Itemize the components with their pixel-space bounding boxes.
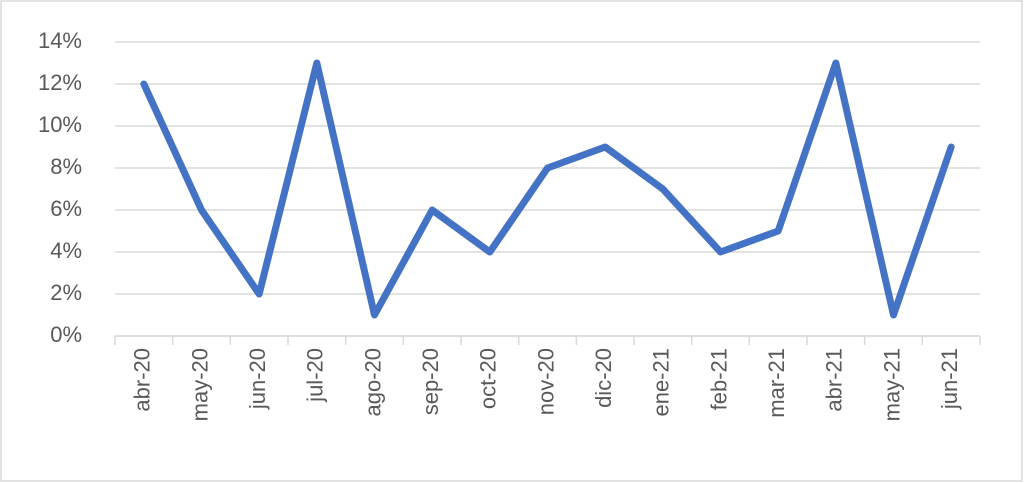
y-tick-label: 8% xyxy=(50,154,82,179)
x-tick-label: jul-20 xyxy=(303,348,328,403)
x-tick-label: ene-21 xyxy=(649,348,674,417)
y-tick-label: 0% xyxy=(50,322,82,347)
y-tick-label: 14% xyxy=(38,28,82,53)
y-tick-label: 12% xyxy=(38,70,82,95)
x-tick-label: may-20 xyxy=(187,348,212,421)
x-tick-label: jun-20 xyxy=(245,348,270,410)
x-tick-label: oct-20 xyxy=(476,348,501,409)
x-tick-label: dic-20 xyxy=(591,348,616,408)
x-tick-label: nov-20 xyxy=(533,348,558,415)
x-tick-label: sep-20 xyxy=(418,348,443,415)
y-tick-label: 4% xyxy=(50,238,82,263)
x-tick-label: ago-20 xyxy=(360,348,385,417)
x-tick-label: may-21 xyxy=(879,348,904,421)
y-tick-label: 2% xyxy=(50,280,82,305)
y-tick-label: 10% xyxy=(38,112,82,137)
x-tick-label: mar-21 xyxy=(764,348,789,418)
x-tick-label: jun-21 xyxy=(937,348,962,410)
x-tick-label: abr-21 xyxy=(822,348,847,412)
y-tick-label: 6% xyxy=(50,196,82,221)
x-tick-label: feb-21 xyxy=(706,348,731,410)
x-tick-label: abr-20 xyxy=(130,348,155,412)
data-line xyxy=(140,59,955,319)
